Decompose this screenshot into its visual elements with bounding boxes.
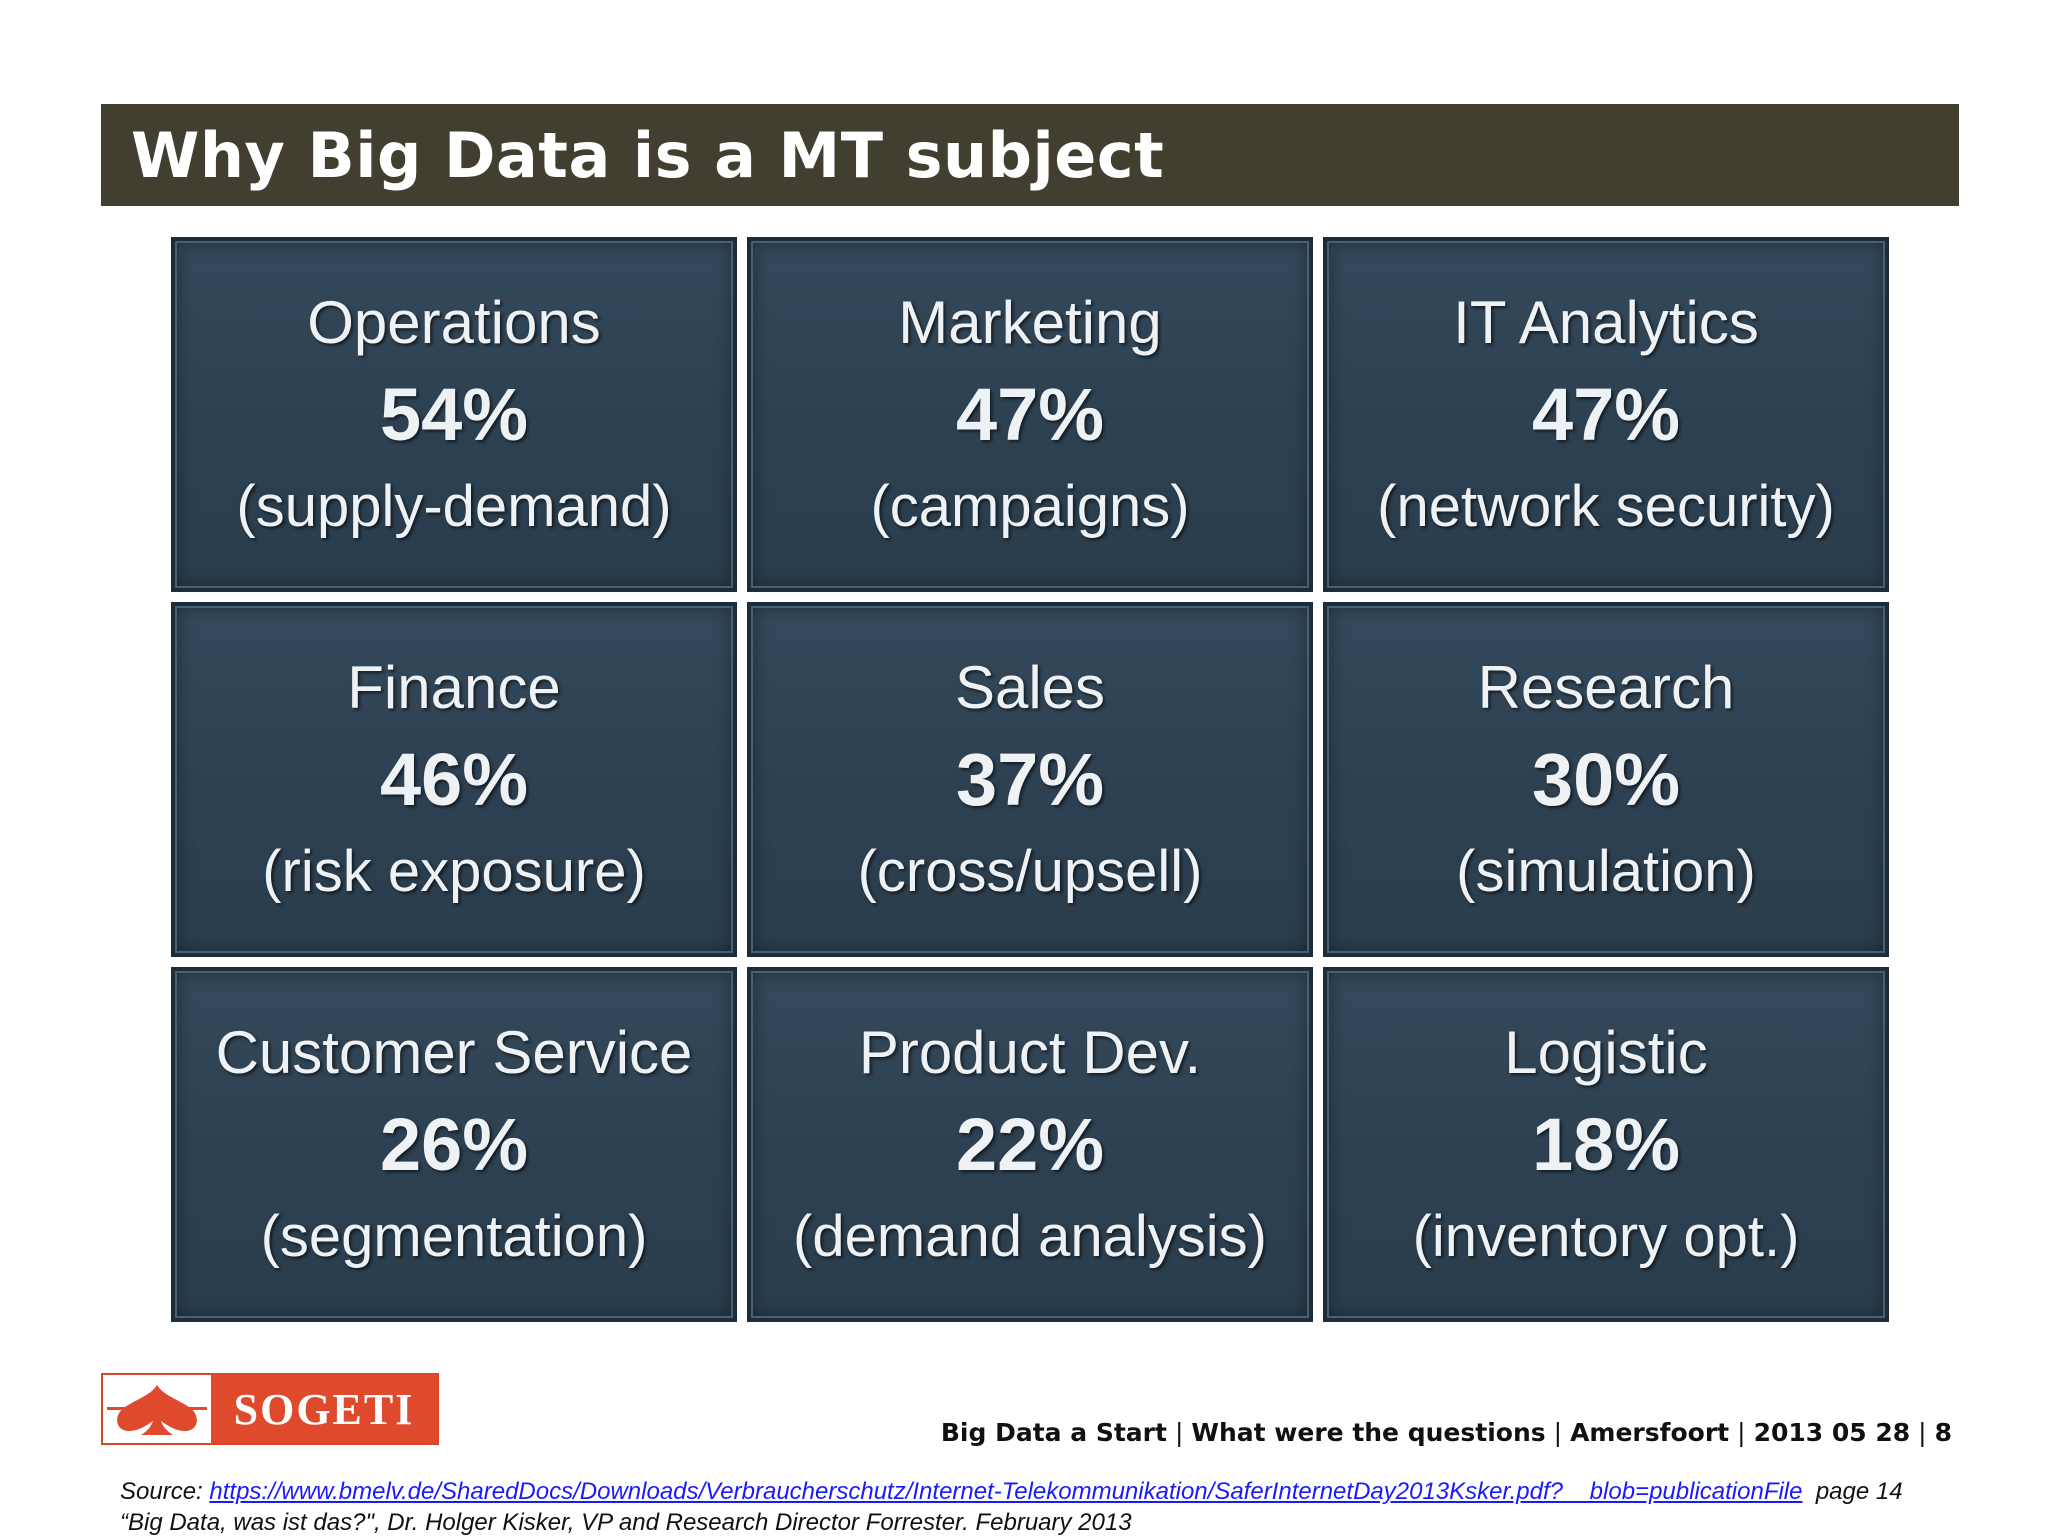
tile-percentage: 37% <box>955 737 1105 821</box>
tile-label: Logistic <box>1504 1018 1708 1086</box>
footer-date: 2013 05 28 <box>1753 1418 1911 1447</box>
tile-description: (supply-demand) <box>236 473 672 539</box>
source-prefix: Source: <box>120 1478 210 1505</box>
tile-operations: Operations 54% (supply-demand) <box>171 237 737 592</box>
tile-label: Product Dev. <box>858 1018 1202 1086</box>
tile-research: Research 30% (simulation) <box>1323 602 1889 957</box>
tile-description: (cross/upsell) <box>857 838 1203 904</box>
tile-customer-service: Customer Service 26% (segmentation) <box>171 967 737 1322</box>
source-citation: “Big Data, was ist das?", Dr. Holger Kis… <box>120 1509 1132 1536</box>
tile-description: (simulation) <box>1456 838 1756 904</box>
tile-label: Sales <box>954 653 1106 721</box>
tile-label: Operations <box>307 288 601 356</box>
tile-description: (demand analysis) <box>793 1203 1267 1269</box>
tile-percentage: 22% <box>955 1102 1105 1186</box>
tile-sales: Sales 37% (cross/upsell) <box>747 602 1313 957</box>
source-page-ref: page 14 <box>1815 1478 1903 1505</box>
tile-it-analytics: IT Analytics 47% (network security) <box>1323 237 1889 592</box>
source-note: Source: https://www.bmelv.de/SharedDocs/… <box>120 1476 1903 1538</box>
logo-name: SOGETI <box>211 1375 437 1443</box>
tile-percentage: 47% <box>1531 372 1681 456</box>
tile-percentage: 54% <box>379 372 529 456</box>
tile-label: Finance <box>347 653 561 721</box>
spade-icon <box>103 1375 211 1443</box>
sogeti-logo: SOGETI <box>101 1373 439 1445</box>
footer-location: Amersfoort <box>1570 1418 1730 1447</box>
title-bar: Why Big Data is a MT subject <box>101 104 1959 206</box>
footer-presentation: Big Data a Start <box>940 1418 1167 1447</box>
tile-product-dev: Product Dev. 22% (demand analysis) <box>747 967 1313 1322</box>
tile-description: (risk exposure) <box>262 838 646 904</box>
tile-description: (inventory opt.) <box>1412 1203 1800 1269</box>
tile-percentage: 26% <box>379 1102 529 1186</box>
footer-section: What were the questions <box>1191 1418 1546 1447</box>
tile-description: (segmentation) <box>260 1203 648 1269</box>
tile-logistic: Logistic 18% (inventory opt.) <box>1323 967 1889 1322</box>
page-number: 8 <box>1934 1418 1952 1447</box>
tile-percentage: 47% <box>955 372 1105 456</box>
tile-label: IT Analytics <box>1453 288 1759 356</box>
tile-label: Customer Service <box>215 1018 693 1086</box>
tile-description: (campaigns) <box>870 473 1190 539</box>
tile-label: Research <box>1477 653 1735 721</box>
tile-percentage: 18% <box>1531 1102 1681 1186</box>
footer-meta: Big Data a Start | What were the questions… <box>940 1418 1952 1447</box>
tile-percentage: 30% <box>1531 737 1681 821</box>
tile-description: (network security) <box>1377 473 1835 539</box>
tile-finance: Finance 46% (risk exposure) <box>171 602 737 957</box>
tile-marketing: Marketing 47% (campaigns) <box>747 237 1313 592</box>
tile-percentage: 46% <box>379 737 529 821</box>
source-link[interactable]: https://www.bmelv.de/SharedDocs/Download… <box>209 1478 1803 1505</box>
department-grid: Operations 54% (supply-demand) Marketing… <box>171 237 1890 1322</box>
tile-label: Marketing <box>898 288 1162 356</box>
slide-title: Why Big Data is a MT subject <box>131 118 1165 192</box>
